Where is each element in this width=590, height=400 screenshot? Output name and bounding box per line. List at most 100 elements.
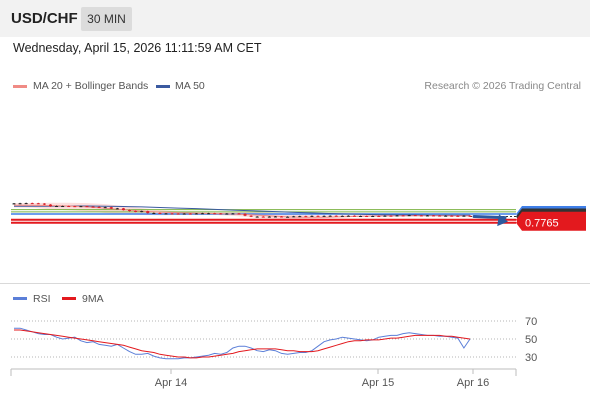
candle	[462, 215, 466, 217]
candle	[407, 215, 411, 217]
candle	[12, 203, 16, 205]
forecast-arrow-head	[497, 214, 508, 227]
pane-divider	[0, 283, 590, 284]
candle	[371, 216, 375, 218]
candles	[12, 202, 472, 218]
candle	[152, 212, 156, 214]
candle	[213, 213, 217, 215]
symbol-title: USD/CHF	[11, 10, 78, 27]
candle	[121, 208, 125, 211]
candle	[438, 215, 442, 217]
candle	[425, 215, 429, 217]
rsi-pane: 70 50 30	[11, 316, 537, 364]
ma20-legend-label: MA 20 + Bollinger Bands	[33, 80, 149, 92]
ma50-legend-swatch	[156, 85, 170, 88]
candle	[134, 210, 138, 212]
candle	[413, 215, 417, 217]
candle	[450, 215, 454, 217]
candle	[97, 206, 101, 208]
candle	[340, 215, 344, 217]
candle	[395, 215, 399, 217]
time-axis: Apr 14 Apr 15 Apr 16	[10, 368, 517, 389]
candle	[383, 215, 387, 217]
candle	[140, 211, 144, 213]
candle	[322, 215, 326, 217]
candle	[237, 213, 241, 215]
chart-datetime: Wednesday, April 15, 2026 11:11:59 AM CE…	[13, 41, 262, 55]
candle	[158, 212, 162, 214]
candle	[304, 216, 308, 218]
rsi-line	[14, 327, 471, 360]
candle	[225, 213, 229, 215]
level-label-support: 0.7765	[525, 218, 559, 230]
candle	[61, 206, 65, 208]
candle	[67, 206, 71, 208]
candle	[267, 216, 271, 218]
candle	[219, 213, 223, 215]
candle	[389, 215, 393, 217]
candle	[103, 207, 107, 209]
candle	[48, 204, 52, 207]
x-axis-tick-label: Apr 14	[155, 377, 187, 389]
candle	[182, 213, 186, 215]
candle	[298, 216, 302, 218]
ma20-line	[14, 204, 470, 218]
candle	[352, 215, 356, 217]
ma50-line	[13, 205, 470, 216]
candle	[164, 213, 168, 215]
rsi-ma-line	[14, 329, 471, 359]
ma50-legend-label: MA 50	[175, 80, 205, 92]
price-levels: 0.78550.78400.78250.78080.77850.7765	[11, 205, 586, 231]
candle	[231, 213, 235, 215]
candle	[55, 206, 59, 208]
candle	[79, 206, 83, 208]
rsi-ma-legend-swatch	[62, 297, 76, 300]
candle	[432, 215, 436, 217]
candle	[115, 208, 119, 210]
candle	[261, 216, 265, 218]
candle	[73, 206, 77, 208]
candle	[280, 216, 284, 218]
candle	[188, 213, 192, 215]
ma20-legend-swatch	[13, 85, 27, 88]
candle	[207, 213, 211, 215]
candle	[286, 216, 290, 218]
rsi-ma-legend-label: 9MA	[82, 293, 104, 305]
research-credit: Research © 2026 Trading Central	[424, 80, 581, 92]
candle	[444, 215, 448, 217]
candle	[377, 216, 381, 218]
candle	[30, 203, 34, 205]
rsi-tick-label: 50	[525, 334, 537, 346]
candle	[176, 213, 180, 215]
candle	[456, 215, 460, 217]
candle	[243, 213, 247, 216]
top-bar: USD/CHF 30 MIN	[0, 0, 590, 37]
x-axis-tick-label: Apr 16	[457, 377, 489, 389]
candle	[24, 203, 28, 205]
candle	[36, 203, 40, 205]
candle	[468, 215, 472, 217]
candle	[346, 215, 350, 217]
candle	[170, 213, 174, 215]
candle	[146, 211, 150, 214]
candle	[310, 215, 314, 217]
rsi-tick-label: 30	[525, 352, 537, 364]
candle	[365, 216, 369, 218]
candle	[200, 213, 204, 215]
candle	[255, 216, 259, 218]
rsi-legend-label: RSI	[33, 293, 51, 305]
candle	[42, 203, 46, 205]
candle	[328, 215, 332, 217]
candle	[109, 207, 113, 209]
timeframe-button[interactable]: 30 MIN	[81, 7, 132, 31]
candle	[85, 206, 89, 208]
candle	[359, 216, 363, 218]
rsi-legend-swatch	[13, 297, 27, 300]
candle	[334, 215, 338, 217]
candle	[249, 215, 253, 217]
candle	[18, 203, 22, 205]
candle	[128, 210, 132, 212]
candle	[91, 206, 95, 208]
x-axis-tick-label: Apr 15	[362, 377, 394, 389]
